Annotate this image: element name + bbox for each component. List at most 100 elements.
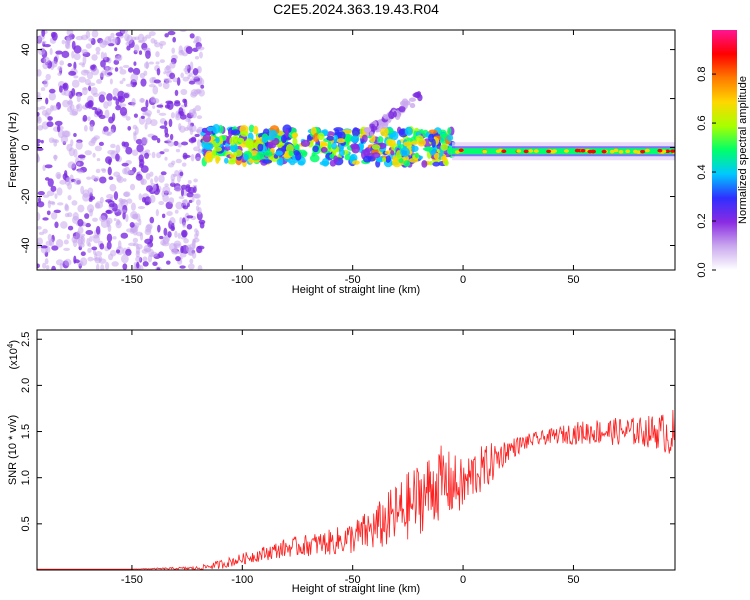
heatmap-noise-cell [37,92,41,97]
heatmap-noise-cell [162,186,171,194]
heatmap-noise-cell [164,104,171,109]
heatmap-signal-cell [267,141,274,149]
heatmap-noise-cell [37,197,42,204]
heatmap-signal-cell [321,157,330,167]
heatmap-noise-cell [159,125,167,129]
heatmap-noise-cell [48,200,55,205]
heatmap-noise-cell [77,226,84,234]
heatmap-noise-cell [189,61,194,71]
heatmap-branch-cell [370,125,378,131]
heatmap-trace-peak [613,148,619,153]
heatmap-noise-cell [103,101,109,109]
heatmap-noise-cell [199,221,205,229]
heatmap-noise-cell [145,185,154,192]
heatmap-panel: -150 -100 -50 0 50 -40 -20 0 20 40 Height of str… [7,29,676,296]
heatmap-signal-cell [202,133,212,143]
heatmap-noise-cell [91,175,96,181]
heatmap-noise-cell [144,228,152,236]
heatmap-noise-cell [133,113,138,118]
heatmap-branch-cell [398,106,406,113]
heatmap-noise-cell [72,212,79,221]
heatmap-noise-cell [144,122,148,130]
heatmap-noise-cell [182,205,189,210]
heatmap-noise-cell [99,176,107,184]
heatmap-noise-cell [87,82,96,87]
heatmap-noise-cell [162,194,169,203]
heatmap-trace-peak [644,148,650,153]
heatmap-trace-peak [625,149,631,154]
heatmap-noise-cell [73,75,79,79]
heatmap-noise-cell [169,217,176,226]
heatmap-trace-peak [516,149,522,153]
heatmap-signal-cell [278,157,284,166]
heatmap-noise-cell [140,78,147,87]
heatmap-noise-cell [101,168,107,173]
heatmap-noise-cell [175,201,184,210]
heatmap-noise-cell [80,251,86,257]
heatmap-x-ticks: -150 -100 -50 0 50 [121,30,580,286]
heatmap-noise-cell [171,160,176,166]
heatmap-signal-cell [415,135,424,142]
heatmap-noise-cell [135,255,142,263]
heatmap-branch-cell [381,122,389,129]
heatmap-trace-peak [657,148,663,153]
heatmap-noise-cell [40,245,48,249]
heatmap-signal-cell [333,155,339,163]
heatmap-y-tick-label: -20 [20,189,32,205]
chart-title: C2E5.2024.363.19.43.R04 [273,1,439,17]
heatmap-trace-peak [665,149,671,154]
heatmap-noise-cell [65,179,71,186]
heatmap-noise-cell [57,65,63,72]
heatmap-noise-cell [83,124,88,132]
heatmap-signal-cell [331,142,338,150]
heatmap-noise-cell [123,141,130,148]
heatmap-noise-cell [123,92,130,99]
heatmap-noise-cell [73,255,77,264]
heatmap-signal-cell [215,154,220,164]
heatmap-signal-cell [350,135,360,143]
heatmap-x-tick-label: 0 [460,274,466,286]
heatmap-noise-cell [191,252,197,259]
heatmap-signal-cell [428,133,434,143]
heatmap-signal-cell [447,127,452,135]
heatmap-noise-cell [171,47,175,54]
heatmap-noise-cell [73,45,82,54]
heatmap-signal-cell [291,132,299,138]
heatmap-noise-cell [95,51,100,55]
heatmap-noise-cell [63,247,70,252]
heatmap-noise-cell [71,50,75,59]
heatmap-signal-cell [213,146,223,152]
colorbar-tick-label: 0.8 [696,66,708,81]
heatmap-noise-cell [99,215,107,222]
heatmap-noise-cell [144,152,150,159]
heatmap-noise-cell [112,37,118,42]
heatmap-noise-cell [142,261,149,267]
heatmap-signal-cell [268,129,278,138]
heatmap-noise-cell [156,267,161,270]
heatmap-noise-cell [43,56,50,64]
heatmap-signal-cell [421,160,428,168]
heatmap-signal-cell [385,155,391,163]
heatmap-trace-peak [563,149,569,153]
heatmap-noise-cell [80,185,85,195]
heatmap-y-tick-label: -40 [20,238,32,254]
colorbar-tick-label: 0.6 [696,115,708,130]
heatmap-noise-cell [111,112,116,122]
heatmap-noise-cell [37,138,42,144]
heatmap-noise-cell [96,157,101,162]
heatmap-noise-cell [50,212,58,220]
heatmap-noise-cell [180,72,184,79]
heatmap-noise-cell [37,69,42,77]
heatmap-noise-cell [122,64,130,69]
heatmap-noise-cell [105,199,113,203]
heatmap-noise-cell [122,77,126,82]
heatmap-noise-cell [152,85,159,95]
heatmap-noise-cell [119,66,123,70]
heatmap-noise-cell [127,67,134,73]
heatmap-noise-cell [69,110,78,116]
heatmap-signal-cell [381,157,387,162]
heatmap-noise-cell [163,227,168,236]
heatmap-signal-cell [229,143,239,153]
heatmap-noise-cell [86,204,95,213]
heatmap-signal-cell [284,128,289,138]
